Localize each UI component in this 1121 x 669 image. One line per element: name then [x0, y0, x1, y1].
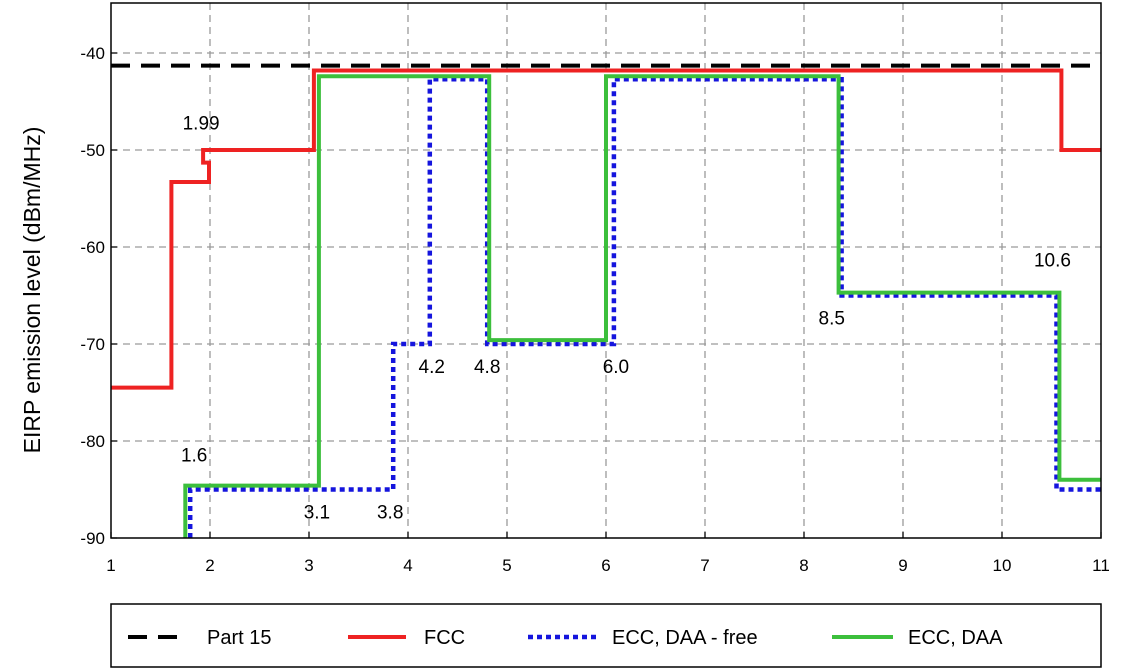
x-tick-label: 11: [1092, 556, 1110, 575]
annotation-label: 1.99: [183, 114, 220, 135]
y-axis-label: EIRP emission level (dBm/MHz): [19, 127, 45, 454]
annotation-label: 6.0: [603, 357, 629, 378]
x-tick-label: 7: [700, 556, 709, 575]
x-tick-label: 2: [205, 556, 214, 575]
x-tick-label: 9: [898, 556, 907, 575]
y-tick-label: -90: [80, 529, 105, 548]
x-tick-label: 8: [799, 556, 808, 575]
legend: Part 15 FCC ECC, DAA - free ECC, DAA: [110, 603, 1102, 668]
legend-label: ECC, DAA - free: [612, 627, 758, 649]
annotation-label: 4.2: [419, 357, 445, 378]
y-tick-label: -50: [80, 141, 105, 160]
y-axis: -90 -80 -70 -60 -50 -40: [80, 44, 117, 548]
y-tick-label: -60: [80, 238, 105, 257]
series-line-fcc: [111, 68, 1101, 390]
legend-label: Part 15: [207, 627, 271, 649]
y-tick-label: -40: [80, 44, 105, 63]
x-tick-label: 6: [601, 556, 610, 575]
legend-label: ECC, DAA: [908, 627, 1003, 649]
legend-frame: [110, 603, 1102, 668]
annotation-label: 3.8: [377, 503, 403, 524]
x-tick-label: 4: [403, 556, 412, 575]
series-layer: [111, 63, 1101, 538]
x-tick-label: 10: [993, 556, 1012, 575]
y-tick-label: -70: [80, 335, 105, 354]
annotation-label: 10.6: [1034, 250, 1071, 271]
annotation-label: 4.8: [474, 357, 500, 378]
legend-label: FCC: [424, 627, 465, 649]
x-axis: 1 2 3 4 5 6 7 8 9 10 11: [106, 532, 1110, 575]
series-line-ecc-daa-free: [187, 76, 1101, 538]
x-tick-label: 1: [106, 556, 115, 575]
x-tick-label: 5: [502, 556, 511, 575]
series-line-ecc-daa: [183, 74, 1101, 538]
annotation-label: 1.6: [181, 445, 207, 466]
annotation-label: 3.1: [304, 503, 330, 524]
y-tick-label: -80: [80, 432, 105, 451]
x-tick-label: 3: [304, 556, 313, 575]
annotations: 1.99 1.6 3.1 3.8 4.2 4.8 6.0 8.5 10.6: [181, 114, 1071, 524]
annotation-label: 8.5: [819, 309, 845, 330]
